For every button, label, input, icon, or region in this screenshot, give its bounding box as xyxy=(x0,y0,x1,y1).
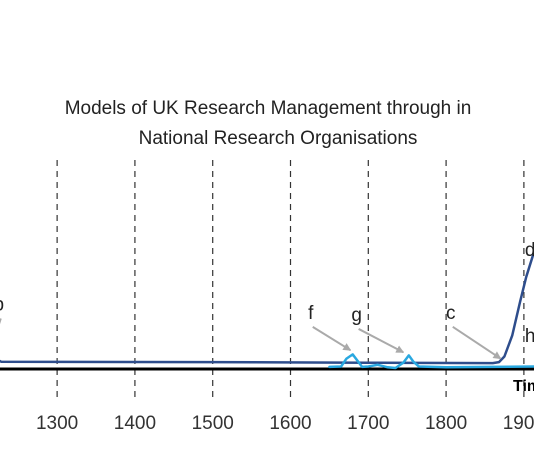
annotation-arrow-f xyxy=(312,325,352,352)
x-tick-label-1600: 1600 xyxy=(269,413,311,434)
chart-title-line-2: National Research Organisations xyxy=(139,128,418,149)
annotation-arrow-c xyxy=(452,326,502,360)
gridlines xyxy=(56,160,525,400)
x-tick-label-1900: 1900 xyxy=(503,413,534,434)
series-line-1 xyxy=(0,250,534,365)
axis-title: Tim xyxy=(513,378,534,395)
x-tick-label-1700: 1700 xyxy=(347,413,389,434)
annotation-arrow-g xyxy=(358,328,405,354)
annotations: b f g c d h xyxy=(0,240,534,360)
annotation-f: f xyxy=(308,303,314,324)
annotation-g: g xyxy=(351,305,362,326)
annotation-arrow-b xyxy=(0,318,2,325)
chart-title-line-1: Models of UK Research Management through… xyxy=(65,98,472,119)
annotation-c: c xyxy=(446,303,456,324)
x-tick-label-1500: 1500 xyxy=(192,413,234,434)
x-tick-label-1800: 1800 xyxy=(425,413,467,434)
annotation-h: h xyxy=(525,326,534,347)
series-line-2 xyxy=(328,353,534,370)
x-tick-labels: 12001300140015001600170018001900 xyxy=(0,413,534,434)
annotation-d: d xyxy=(525,240,534,261)
series-group xyxy=(0,250,534,370)
annotation-b: b xyxy=(0,294,4,315)
x-tick-label-1400: 1400 xyxy=(114,413,156,434)
x-tick-label-1300: 1300 xyxy=(36,413,78,434)
